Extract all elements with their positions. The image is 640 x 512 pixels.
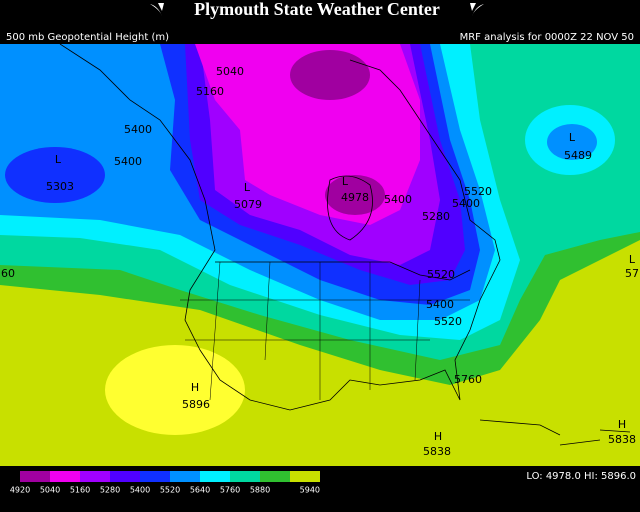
colorbar-swatch [20, 471, 50, 482]
contour-label: 5303 [46, 180, 74, 193]
colorbar-swatch [170, 471, 200, 482]
contour-label: 5489 [564, 149, 592, 162]
colorbar-label: 5280 [100, 486, 120, 495]
contour-label: 5400 [426, 298, 454, 311]
colorbar-label: 4920 [10, 486, 30, 495]
colorbar-label: 5040 [40, 486, 60, 495]
contour-label: 60 [1, 267, 15, 280]
contour-label: 5520 [434, 315, 462, 328]
contour-label: H [434, 430, 442, 443]
contour-label: 57 [625, 267, 639, 280]
colorbar-swatch [50, 471, 80, 482]
band-low-ne-core [547, 124, 597, 160]
colorbar-label: 5880 [250, 486, 270, 495]
colorbar-swatch [80, 471, 110, 482]
colorbar-label: 5160 [70, 486, 90, 495]
logo-left [150, 3, 164, 16]
band-high [105, 345, 245, 435]
title: Plymouth State Weather Center [194, 0, 440, 19]
contour-label: 5760 [454, 373, 482, 386]
colorbar-label: 5940 [300, 486, 320, 495]
continent-outline [59, 44, 501, 411]
colorbar-label: 5400 [130, 486, 150, 495]
colorbar-swatch [290, 471, 320, 482]
contour-label: 5160 [196, 85, 224, 98]
contour-label: 5079 [234, 198, 262, 211]
state-lines [180, 261, 470, 401]
contour-label: 5520 [464, 185, 492, 198]
colorbar-swatch [140, 471, 170, 482]
contour-label: 5896 [182, 398, 210, 411]
contour-label: L [629, 253, 636, 266]
colorbar-label: 5640 [190, 486, 210, 495]
height-field [0, 44, 640, 466]
contour-label: 5400 [452, 197, 480, 210]
contour-label: 4978 [341, 191, 369, 204]
colorbar-swatch [200, 471, 230, 482]
contour-label: 5280 [422, 210, 450, 223]
border [215, 261, 471, 281]
band-low-n [290, 50, 370, 100]
analysis-time: MRF analysis for 0000Z 22 NOV 50 [460, 32, 634, 43]
contour-label: 5838 [423, 445, 451, 458]
contour-label: 5400 [384, 193, 412, 206]
contour-label: L [569, 131, 576, 144]
hudson-bay [327, 175, 373, 241]
band-low-w [5, 147, 105, 203]
colorbar-swatch [230, 471, 260, 482]
contour-label: 5838 [608, 433, 636, 446]
contour-label: 5040 [216, 65, 244, 78]
contour-label: L [342, 175, 349, 188]
field-name: 500 mb Geopotential Height (m) [6, 32, 169, 43]
colorbar: 4920 5040 5160 5280 5400 5520 5640 5760 5880 5940 [10, 471, 320, 495]
contour-label: H [191, 381, 199, 394]
contour-label: L [244, 181, 251, 194]
colorbar-swatch [260, 471, 290, 482]
colorbar-label: 5760 [220, 486, 240, 495]
contour-label: 5400 [114, 155, 142, 168]
coastlines [59, 44, 631, 446]
extremes: LO: 4978.0 HI: 5896.0 [526, 471, 636, 482]
logo-right [470, 3, 484, 16]
colorbar-label: 5520 [160, 486, 180, 495]
caribbean [479, 419, 631, 446]
colorbar-swatch [110, 471, 140, 482]
contour-label: H [618, 418, 626, 431]
contour-label: 5400 [124, 123, 152, 136]
logo [150, 3, 484, 16]
contour-label: L [55, 153, 62, 166]
contour-label: 5520 [427, 268, 455, 281]
